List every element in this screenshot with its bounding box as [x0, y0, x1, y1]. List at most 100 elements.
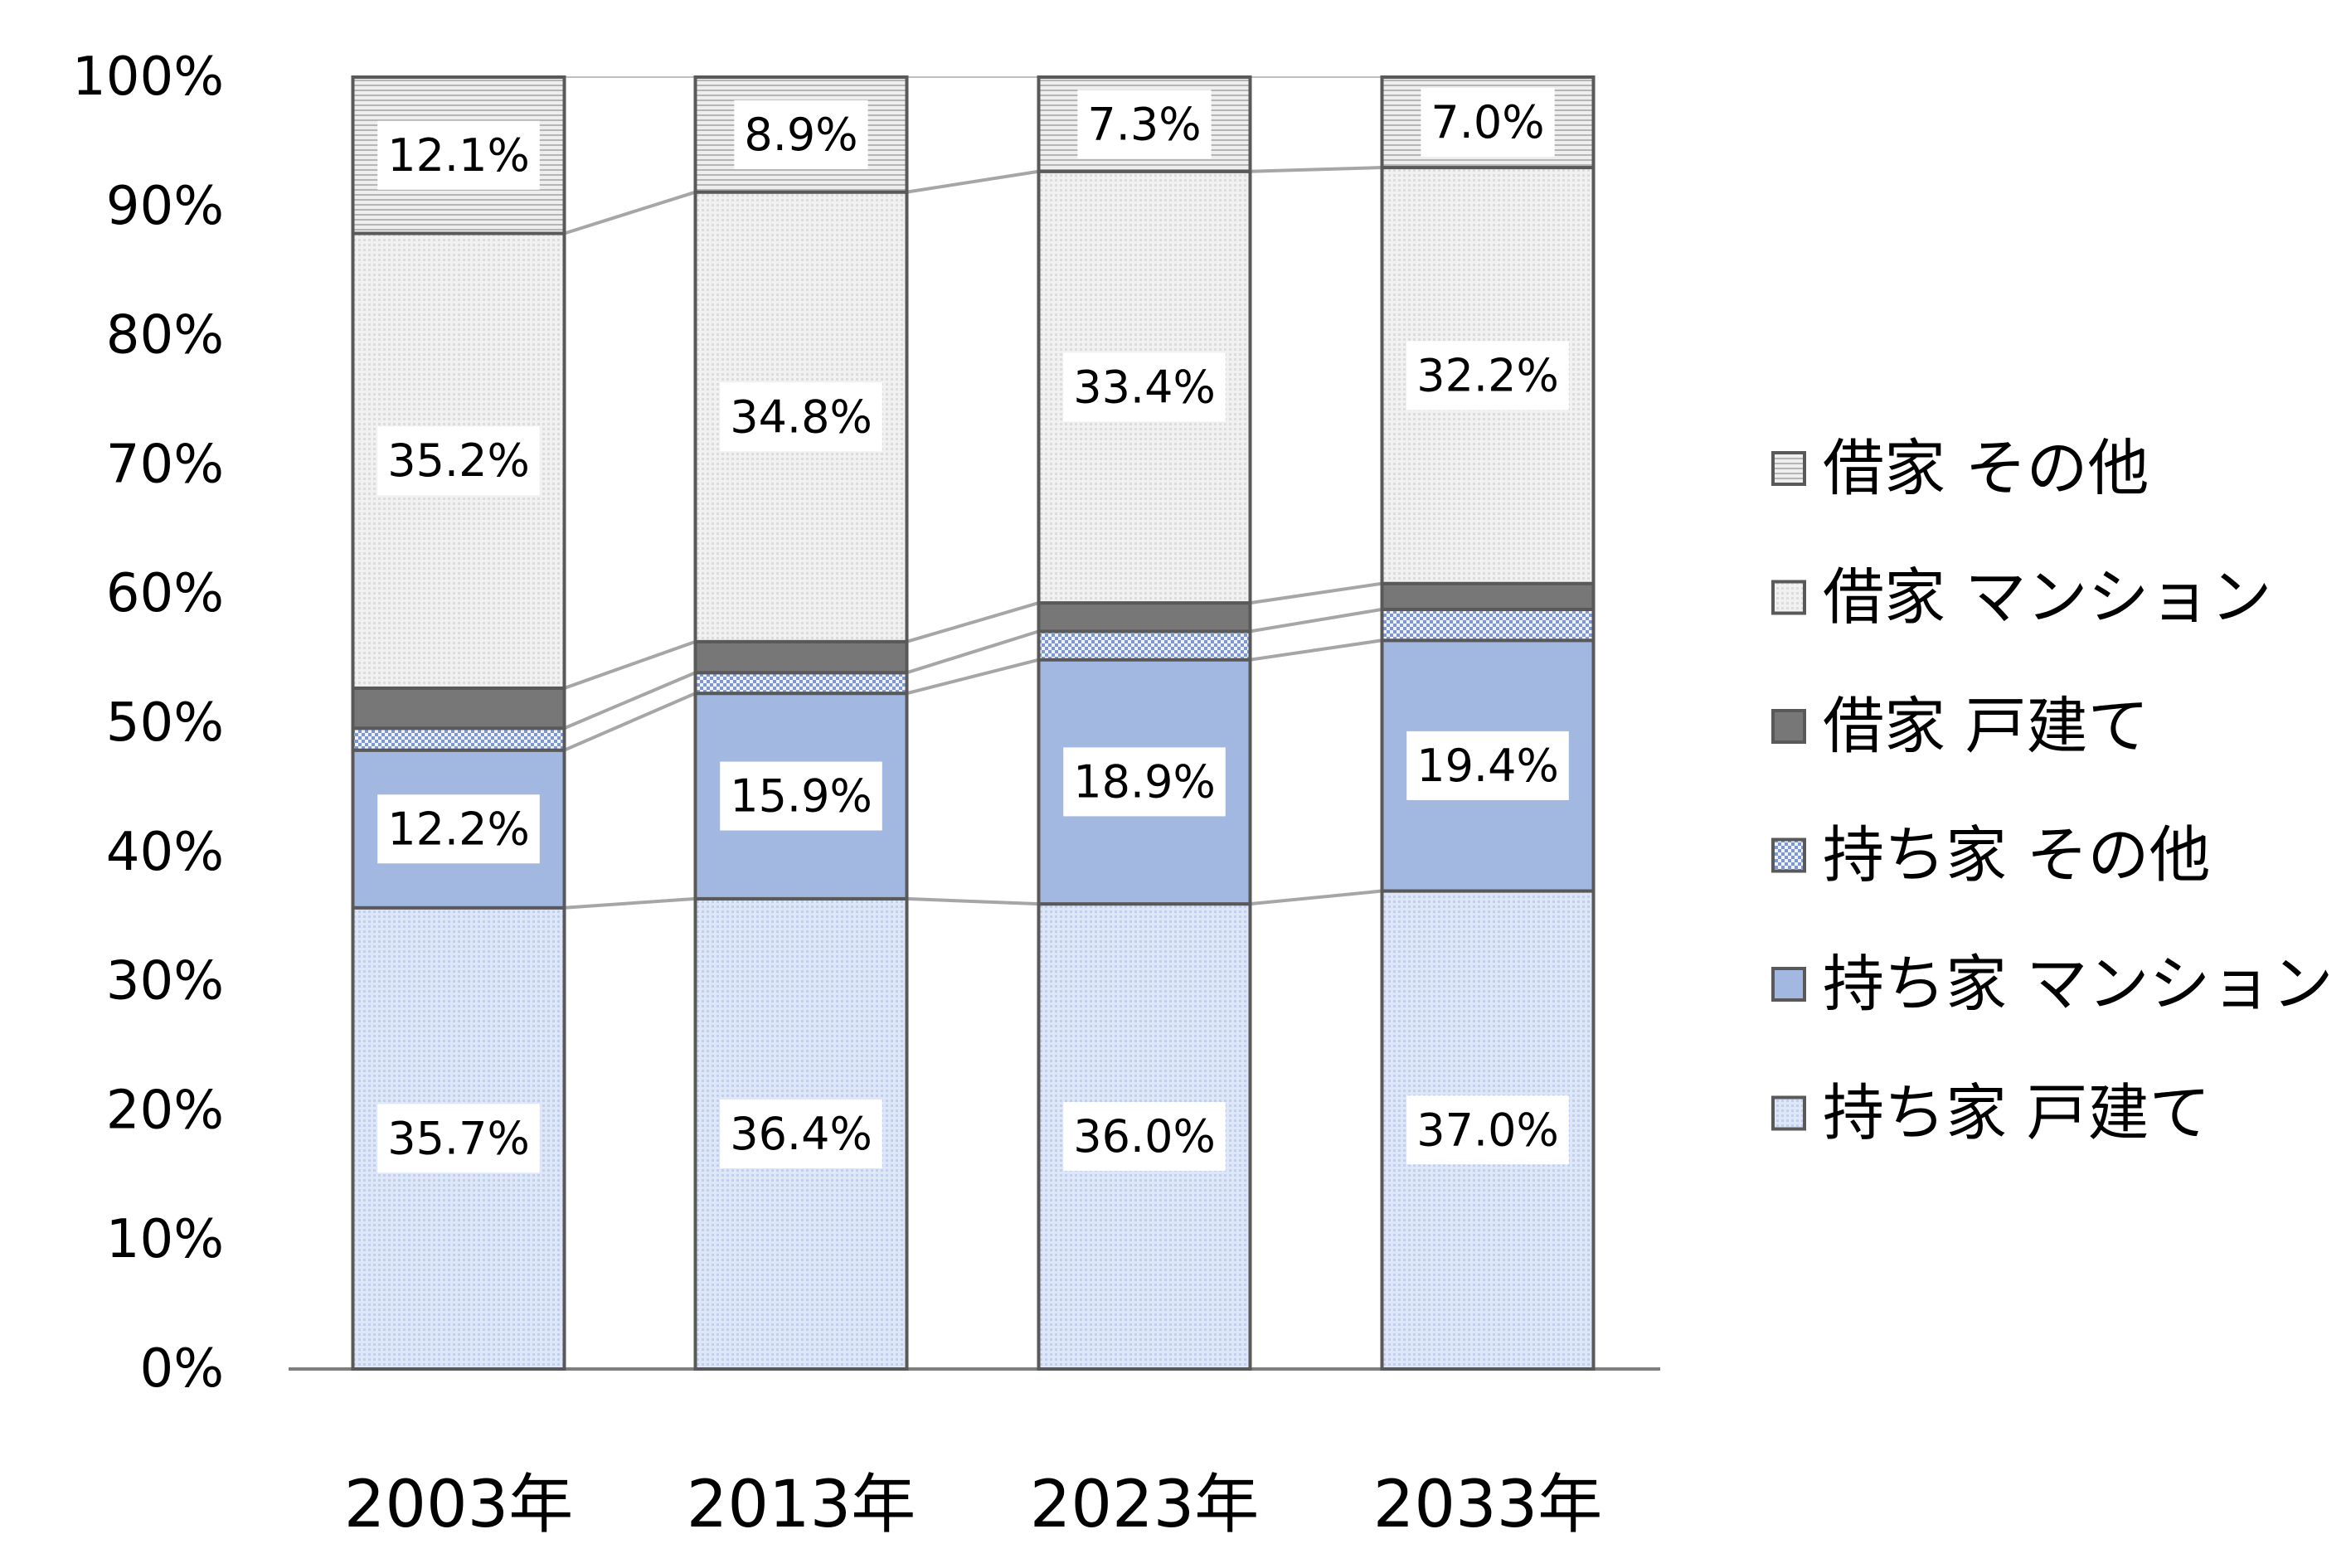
bar-segment — [1037, 601, 1252, 634]
data-label-background — [1063, 352, 1226, 422]
data-label: 19.4% — [1406, 731, 1569, 800]
bar-segment — [1380, 607, 1596, 643]
y-tick-label: 40% — [106, 822, 224, 883]
series-line — [1250, 607, 1382, 634]
x-tick-label: 2003年 — [344, 1468, 574, 1542]
data-label-text: 33.4% — [1073, 361, 1216, 413]
series-line — [906, 896, 1039, 906]
series-line — [906, 658, 1039, 696]
x-tick-label: 2033年 — [1373, 1468, 1603, 1542]
data-label-text: 7.0% — [1431, 96, 1544, 148]
legend-item: 借家 戸建て — [1771, 691, 2149, 762]
y-tick-label: 70% — [106, 434, 224, 495]
y-tick-label: 100% — [72, 46, 224, 108]
data-label-background — [377, 426, 540, 496]
series-line — [1250, 889, 1382, 906]
data-label-background — [720, 382, 882, 452]
legend-label: 持ち家 マンション — [1823, 949, 2334, 1020]
legend-swatch — [1771, 837, 1806, 873]
legend-swatch — [1771, 709, 1806, 744]
data-label-text: 12.1% — [387, 129, 530, 182]
series-line — [563, 190, 697, 235]
y-tick-label: 0% — [139, 1338, 224, 1400]
legend-label: 借家 戸建て — [1823, 691, 2149, 762]
data-label: 18.9% — [1063, 747, 1226, 817]
legend-label: 借家 マンション — [1823, 562, 2272, 634]
data-label-background — [734, 100, 868, 169]
data-label-background — [1063, 747, 1226, 817]
bar-segment — [351, 686, 566, 731]
series-line — [1250, 581, 1382, 605]
bar-segment — [693, 639, 909, 675]
legend-item: 借家 その他 — [1771, 433, 2149, 504]
series-line — [1250, 166, 1382, 173]
data-label-background — [1077, 90, 1212, 159]
data-label-background — [377, 1104, 540, 1173]
data-labels-layer: 35.7% 36.4% 36.0% 37.0% 12.2% 15.9% 18.9% 19.4%… — [377, 88, 1569, 1173]
bars-layer — [351, 75, 1596, 1371]
data-label: 34.8% — [720, 382, 882, 452]
y-tick-label: 10% — [106, 1209, 224, 1270]
data-label-text: 7.3% — [1087, 98, 1201, 150]
series-line — [564, 896, 696, 910]
data-label: 7.3% — [1077, 90, 1212, 159]
data-label: 12.2% — [377, 794, 540, 864]
data-label: 37.0% — [1406, 1095, 1569, 1165]
data-label: 35.7% — [377, 1104, 540, 1173]
series-line — [906, 601, 1040, 643]
y-tick-label: 50% — [106, 692, 224, 754]
series-lines-layer — [563, 76, 1382, 910]
data-label-text: 32.2% — [1416, 349, 1559, 401]
data-label-background — [1406, 1095, 1569, 1165]
series-line — [563, 671, 697, 731]
data-label-background — [377, 794, 540, 864]
legend-item: 持ち家 戸建て — [1771, 1078, 2211, 1149]
data-label-text: 36.4% — [730, 1108, 872, 1160]
axes-layer: 0% 10% 20% 30% 40% 50% 60% 70% 80% 90% 100% 2003年 20… — [72, 46, 1660, 1542]
data-label: 7.0% — [1421, 88, 1555, 158]
bar-segment — [693, 671, 909, 696]
legend-label: 持ち家 その他 — [1823, 820, 2211, 891]
data-label: 8.9% — [734, 100, 868, 169]
data-label-text: 34.8% — [730, 391, 872, 443]
data-label-background — [377, 120, 540, 190]
y-tick-label: 80% — [106, 305, 224, 367]
legend-label: 持ち家 戸建て — [1823, 1078, 2211, 1149]
y-tick-label: 60% — [106, 563, 224, 624]
data-label: 15.9% — [720, 761, 882, 831]
data-label: 32.2% — [1406, 341, 1569, 410]
data-label: 33.4% — [1063, 352, 1226, 422]
bar-segment — [1380, 581, 1596, 611]
data-label-background — [720, 761, 882, 831]
data-label-text: 12.2% — [387, 803, 530, 855]
data-label-text: 35.7% — [387, 1112, 530, 1164]
series-line — [906, 169, 1039, 194]
series-line — [1250, 638, 1382, 662]
series-line — [906, 629, 1040, 675]
bar-segment — [351, 726, 566, 752]
y-tick-label: 20% — [106, 1080, 224, 1141]
series-line — [563, 692, 697, 752]
legend-item: 持ち家 マンション — [1771, 949, 2334, 1020]
data-label-text: 35.2% — [387, 434, 530, 487]
data-label: 36.4% — [720, 1099, 882, 1168]
legend-item: 持ち家 その他 — [1771, 820, 2211, 891]
legend-swatch — [1771, 1095, 1806, 1131]
data-label: 12.1% — [377, 120, 540, 190]
data-label: 36.0% — [1063, 1102, 1226, 1172]
y-tick-label: 30% — [106, 951, 224, 1012]
data-label-background — [1063, 1102, 1226, 1172]
data-label-background — [1406, 731, 1569, 800]
series-line — [563, 639, 697, 690]
y-tick-label: 90% — [106, 176, 224, 237]
legend-item: 借家 マンション — [1771, 562, 2272, 634]
data-label: 35.2% — [377, 426, 540, 496]
data-label-text: 36.0% — [1073, 1110, 1216, 1163]
data-label-background — [1406, 341, 1569, 410]
data-label-background — [720, 1099, 882, 1168]
x-tick-label: 2023年 — [1030, 1468, 1260, 1542]
data-label-text: 18.9% — [1073, 755, 1216, 808]
data-label-background — [1421, 88, 1555, 158]
